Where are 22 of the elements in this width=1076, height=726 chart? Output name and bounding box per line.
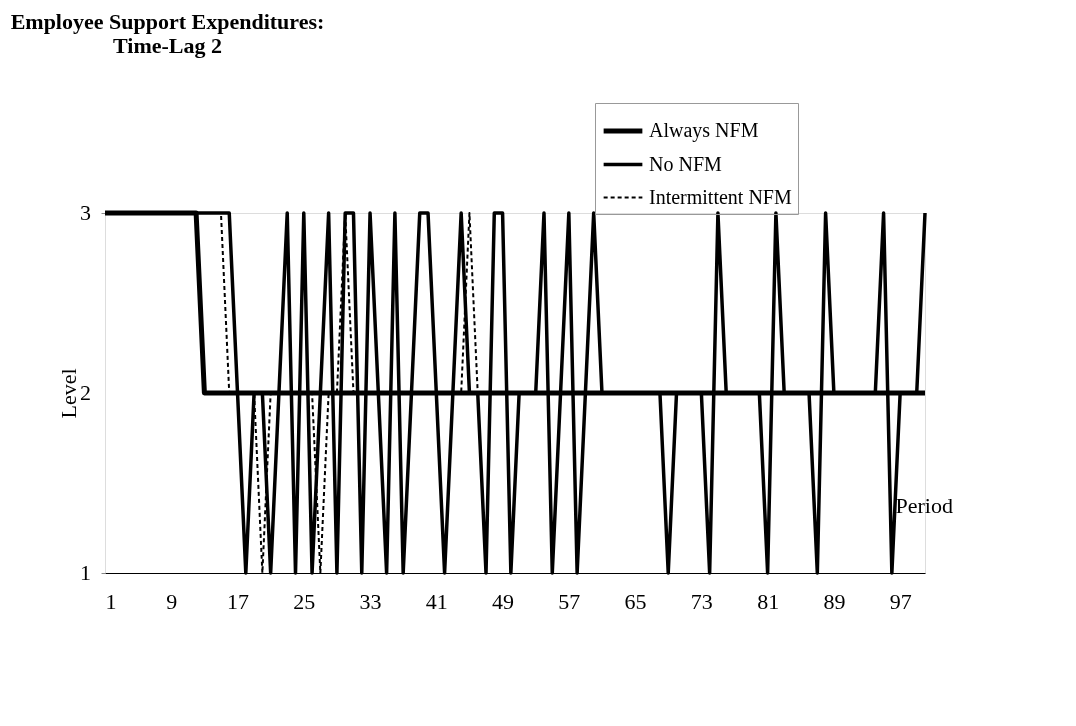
x-tick-label: 33: [359, 588, 382, 614]
chart-title: Employee Support Expenditures: Time-Lag 2: [10, 8, 325, 58]
x-tick-label: 73: [690, 588, 713, 614]
y-axis-title: Level: [56, 368, 81, 419]
x-tick-label: 41: [425, 588, 448, 614]
legend-label: Always NFM: [649, 119, 759, 142]
y-tick-label: 2: [80, 380, 91, 405]
x-tick-label: 65: [624, 588, 647, 614]
legend-label: No NFM: [649, 152, 723, 175]
y-tick-label: 1: [80, 560, 91, 585]
x-tick-label: 49: [492, 588, 515, 614]
x-tick-label: 9: [166, 588, 178, 614]
x-axis-title: Period: [895, 493, 953, 518]
y-tick-label: 3: [80, 200, 91, 225]
x-tick-label: 25: [293, 588, 316, 614]
x-tick-label: 57: [558, 588, 581, 614]
x-tick-label: 81: [757, 588, 780, 614]
x-tick-label: 1: [105, 588, 117, 614]
x-tick-label: 89: [823, 588, 846, 614]
legend-label: Intermittent NFM: [649, 185, 792, 208]
x-tick-label: 17: [227, 588, 250, 614]
x-tick-label: 97: [889, 588, 912, 614]
